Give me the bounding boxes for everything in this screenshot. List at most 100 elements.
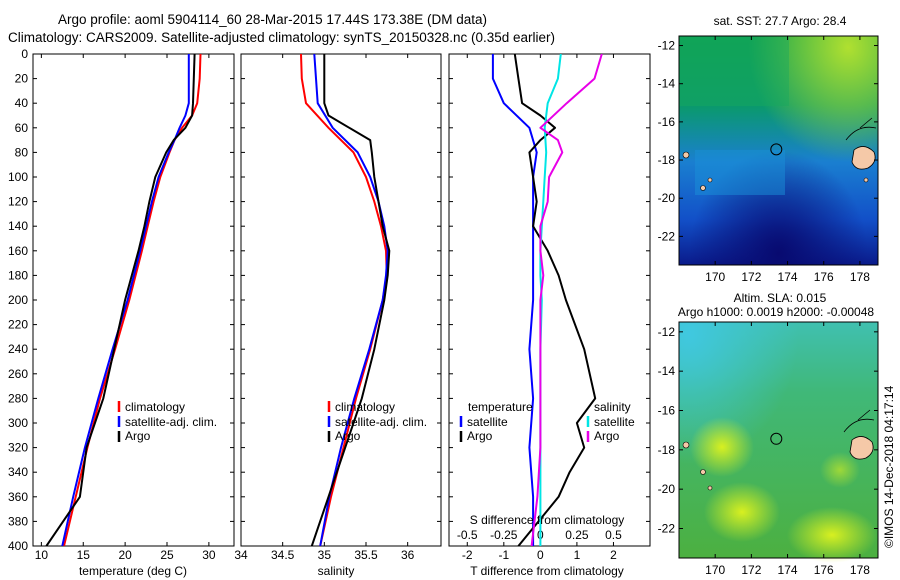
sla-coast: [843, 409, 875, 433]
sst-map: [678, 35, 879, 266]
map-x-tick-label: 174: [778, 563, 798, 577]
map-x-tick-label: 172: [741, 270, 761, 284]
x-tick-label: 34: [234, 548, 248, 562]
sla-island: [700, 469, 706, 475]
s-diff-tick-label: 0.25: [565, 528, 589, 542]
figure-title-line1: Argo profile: aoml 5904114_60 28-Mar-201…: [58, 12, 487, 27]
sst-blue-patch: [695, 150, 785, 195]
x-tick-label: 20: [118, 548, 132, 562]
x-tick-label: 30: [202, 548, 216, 562]
sla-island: [682, 441, 690, 449]
map-y-tick-label: -18: [658, 443, 676, 457]
depth-tick-label: 280: [8, 391, 28, 405]
salinity-axis: 34 34.5 35 35.5 36: [234, 53, 441, 562]
temperature-lines: [45, 54, 202, 546]
temperature-legend: climatology satellite-adj. clim. Argo: [117, 400, 217, 443]
sst-coast: [845, 117, 877, 141]
x-tick-label: 2: [610, 548, 617, 562]
legend-label-satellite: satellite-adj. clim.: [335, 415, 427, 429]
depth-tick-label: 240: [8, 342, 28, 356]
depth-tick-label: 140: [8, 219, 28, 233]
depth-tick-label: 100: [8, 170, 28, 184]
x-tick-label: 0: [537, 548, 544, 562]
map-x-tick-label: 176: [814, 563, 834, 577]
map-y-tick-label: -12: [658, 39, 676, 53]
sst-profile-marker: [770, 143, 783, 156]
x-tick-label: 25: [160, 548, 174, 562]
sst-map-frame: [678, 35, 879, 266]
salinity-lines: [300, 54, 391, 546]
map-x-tick-label: 178: [850, 563, 870, 577]
difference-panel: [448, 53, 651, 547]
salinity-xlabel: salinity: [318, 564, 355, 578]
x-tick-label: 34.5: [271, 548, 295, 562]
legend-label-argo: Argo: [125, 429, 151, 443]
figure-title-line2: Climatology: CARS2009. Satellite-adjuste…: [8, 30, 555, 45]
map-y-tick-label: -12: [658, 325, 676, 339]
depth-tick-label: 340: [8, 465, 28, 479]
temperature-xlabel: temperature (deg C): [79, 564, 187, 578]
depth-tick-label: 120: [8, 195, 28, 209]
sla-land: [849, 436, 874, 460]
legend-label-t-satellite: satellite: [467, 415, 508, 429]
depth-axis: 0 20 40 60 80 100 120 140 160 180 200 220 240 260 280 3…: [8, 47, 28, 553]
map-y-tick-label: -20: [658, 482, 676, 496]
salinity-panel: [240, 53, 442, 547]
x-tick-label: -2: [462, 548, 473, 562]
sla-high-blob: [704, 482, 780, 542]
depth-tick-label: 180: [8, 268, 28, 282]
sla-high-blob: [787, 507, 877, 563]
sla-map-axes: 170 172 174 176 178 -12 -14 -16 -18 -20 -22: [658, 322, 878, 577]
sst-island: [863, 177, 869, 183]
series-line-climatology: [63, 54, 202, 546]
legend-label-t-argo: Argo: [467, 429, 493, 443]
s-diff-tick-label: -0.5: [457, 528, 478, 542]
difference-lines: [491, 54, 603, 546]
salinity-legend: climatology satellite-adj. clim. Argo: [327, 400, 427, 443]
sst-land: [851, 146, 876, 170]
sst-island: [707, 177, 713, 183]
map-x-tick-label: 174: [778, 270, 798, 284]
sla-island: [707, 485, 713, 491]
series-line-salinity-argo: [530, 54, 603, 546]
legend-label-argo: Argo: [335, 429, 361, 443]
s-diff-tick-label: -0.25: [490, 528, 518, 542]
x-tick-label: 15: [77, 548, 91, 562]
sla-map: [678, 321, 879, 563]
depth-tick-label: 60: [15, 121, 29, 135]
legend-title-temperature: temperature: [468, 400, 533, 414]
depth-tick-label: 320: [8, 441, 28, 455]
legend-label-climatology: climatology: [335, 400, 395, 414]
map-x-tick-label: 170: [705, 270, 725, 284]
map-y-tick-label: -20: [658, 191, 676, 205]
x-tick-label: 10: [35, 548, 49, 562]
legend-label-s-argo: Argo: [594, 429, 620, 443]
difference-top-label: S difference from climatology: [470, 513, 625, 527]
x-tick-label: -1: [498, 548, 509, 562]
map-y-tick-label: -16: [658, 115, 676, 129]
depth-tick-label: 380: [8, 514, 28, 528]
legend-label-s-satellite: satellite: [594, 415, 635, 429]
legend-title-salinity: salinity: [594, 400, 631, 414]
depth-tick-label: 40: [15, 96, 29, 110]
depth-tick-label: 300: [8, 416, 28, 430]
credit-text: ©IMOS 14-Dec-2018 04:17:14: [882, 385, 896, 548]
map-y-tick-label: -16: [658, 404, 676, 418]
map-x-tick-label: 178: [850, 270, 870, 284]
map-y-tick-label: -18: [658, 153, 676, 167]
depth-tick-label: 200: [8, 293, 28, 307]
sst-island: [682, 151, 690, 159]
sst-map-axes: 170 172 174 176 178 -12 -14 -16 -18 -20 -22: [658, 36, 878, 284]
series-line-climatology: [300, 54, 388, 546]
sst-map-title: sat. SST: 27.7 Argo: 28.4: [714, 14, 847, 28]
s-diff-tick-label: 0.5: [605, 528, 622, 542]
depth-tick-label: 0: [21, 47, 28, 61]
depth-tick-label: 20: [15, 72, 29, 86]
series-line-satellite-adj-clim-: [61, 54, 190, 546]
sla-profile-marker: [770, 432, 783, 445]
map-x-tick-label: 172: [741, 563, 761, 577]
map-y-tick-label: -22: [658, 522, 676, 536]
difference-legend: temperature satellite Argo salinity sate…: [459, 400, 635, 443]
depth-tick-label: 160: [8, 244, 28, 258]
